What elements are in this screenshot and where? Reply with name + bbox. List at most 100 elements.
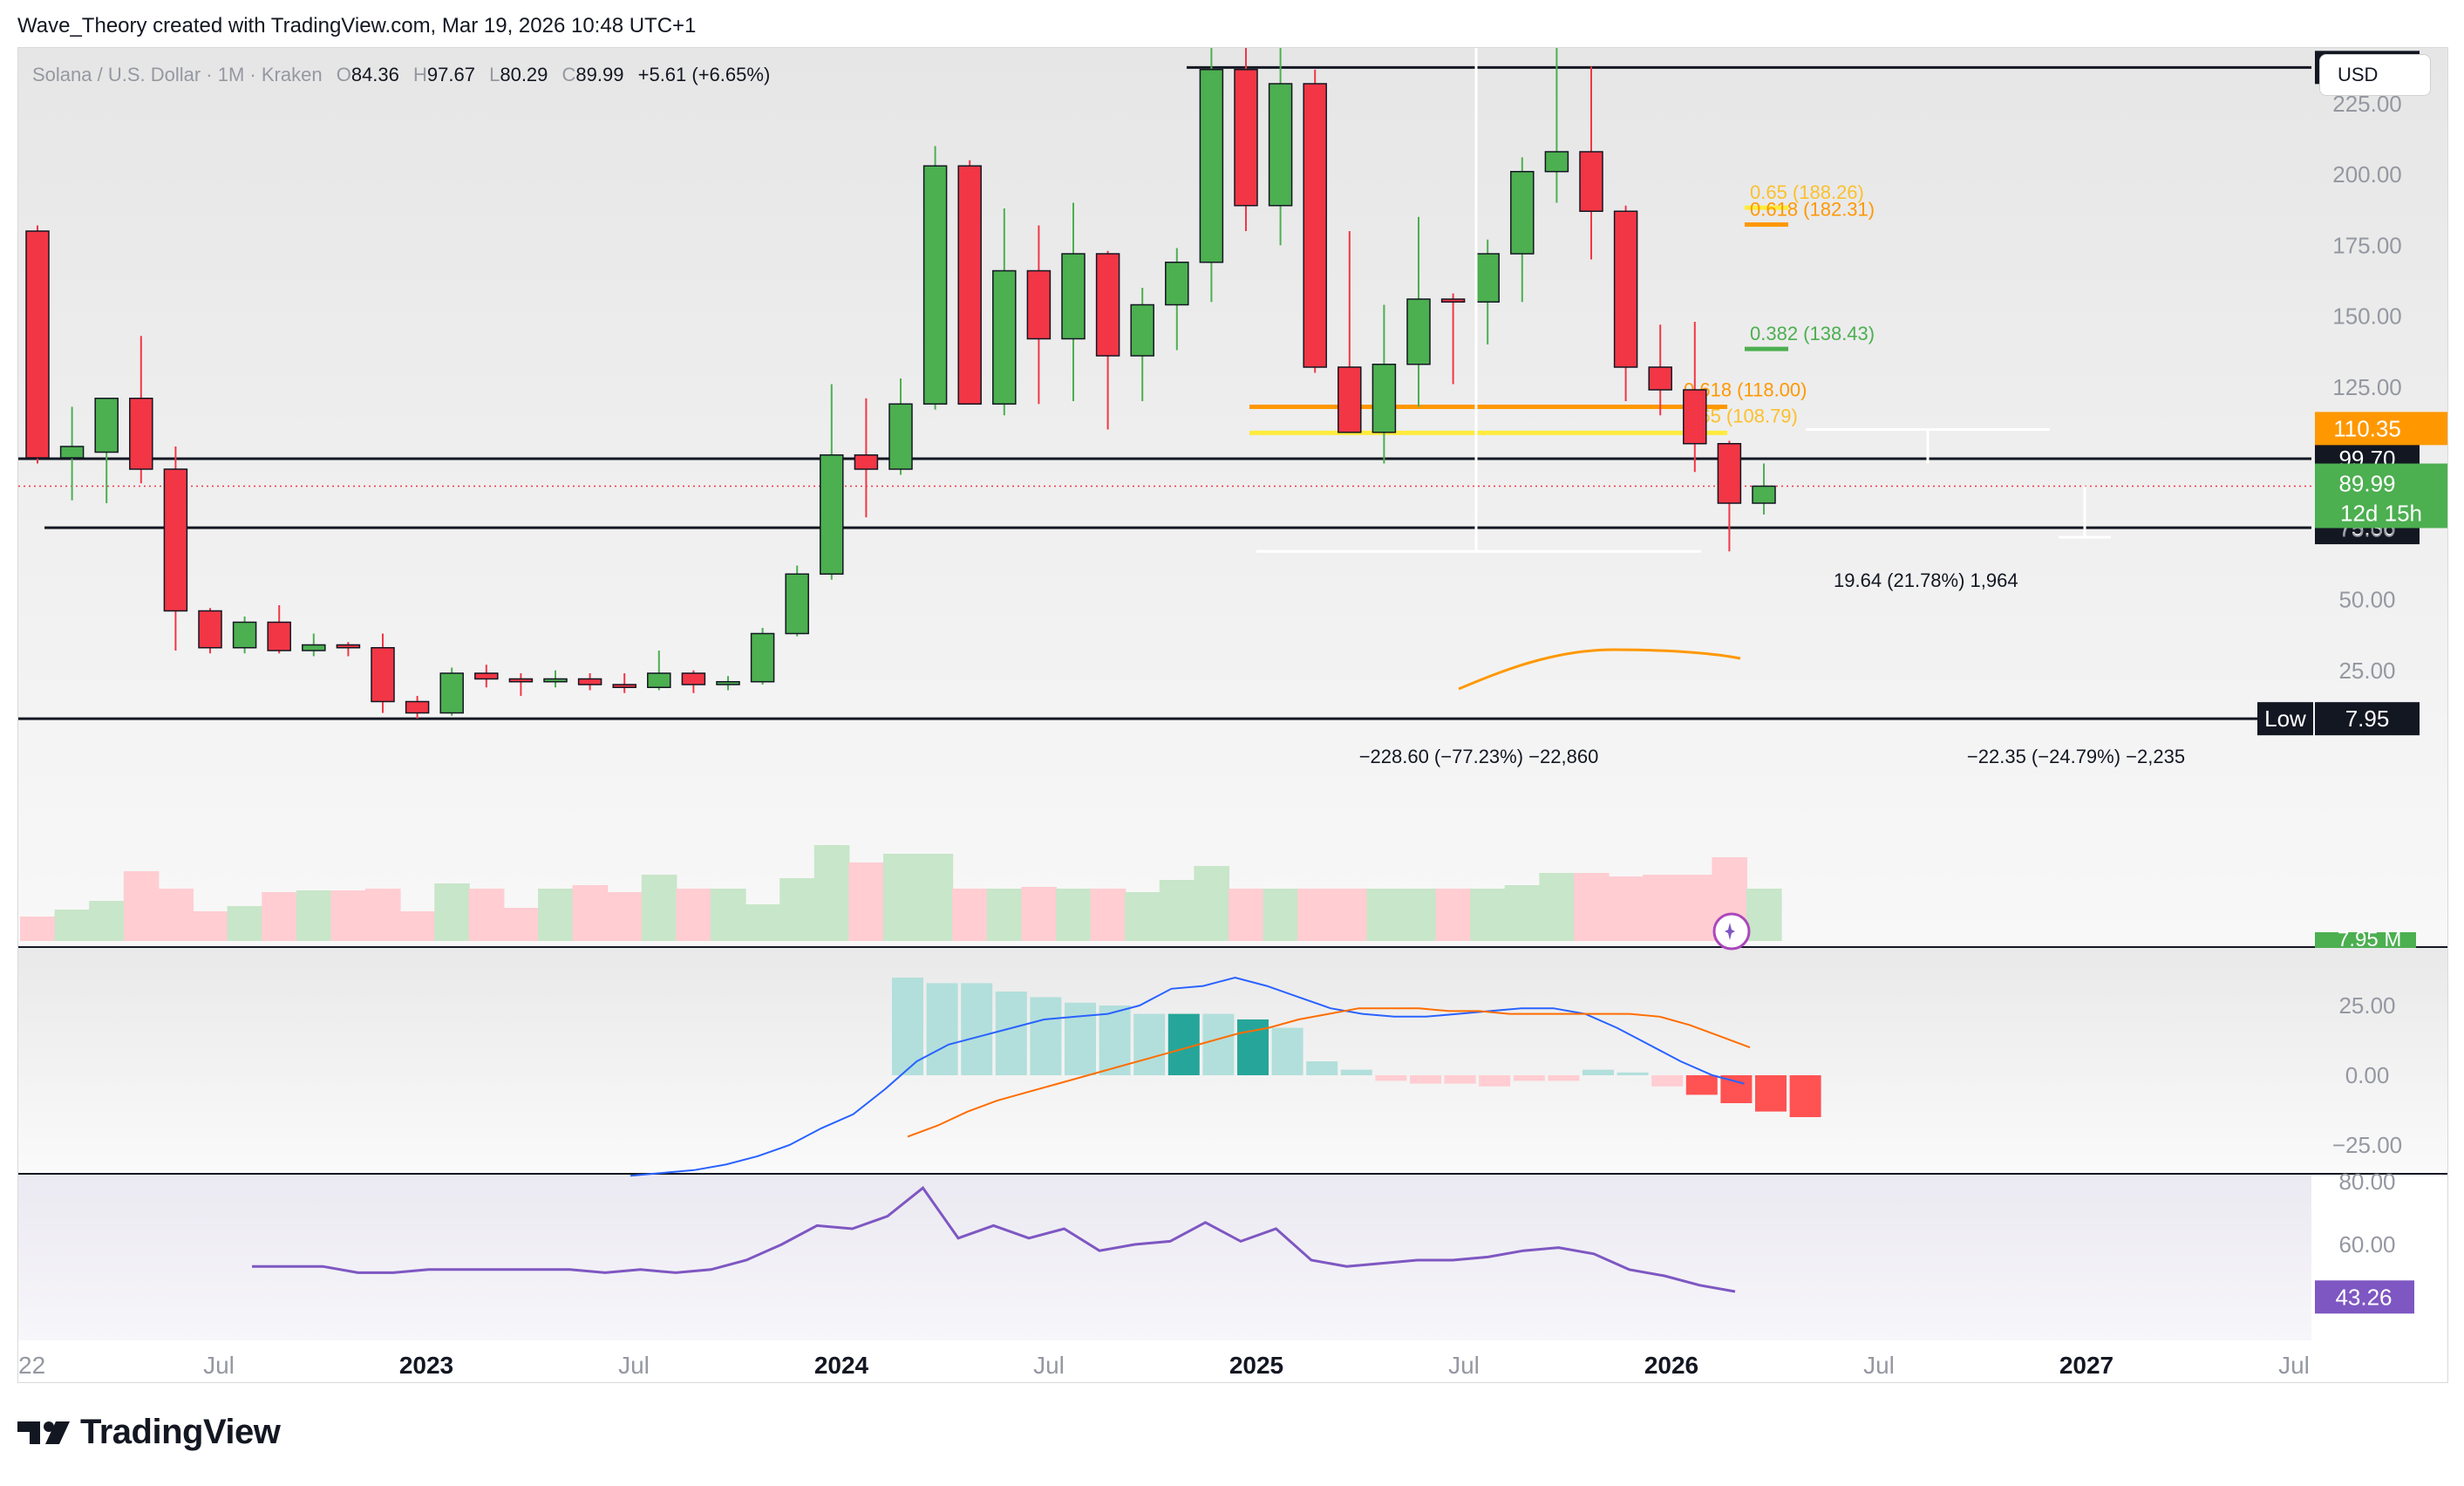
- macd-histogram-bar: [1410, 1075, 1441, 1084]
- x-tick-label: Jul: [1448, 1352, 1480, 1379]
- candle-body: [888, 403, 913, 470]
- candle-body: [302, 644, 326, 651]
- macd-tick-label: 25.00: [2338, 992, 2395, 1019]
- tradingview-logo: TradingView: [17, 1413, 281, 1452]
- rsi-tick-label: 80.00: [2338, 1169, 2395, 1195]
- volume-bar: [1125, 892, 1161, 941]
- volume-bar: [641, 875, 677, 941]
- macd-histogram-bar: [1444, 1075, 1476, 1084]
- volume-bar: [1021, 887, 1057, 941]
- tradingview-logo-icon: [17, 1421, 70, 1444]
- macd-histogram-bar: [1375, 1075, 1407, 1081]
- candle-body: [750, 632, 775, 683]
- candle-body: [336, 644, 361, 649]
- macd-histogram-bar: [1755, 1075, 1787, 1112]
- macd-histogram-bar: [1479, 1075, 1511, 1087]
- candle-body: [647, 672, 671, 688]
- volume-bar: [503, 908, 539, 941]
- last-price-tag-bg: [2315, 463, 2447, 528]
- candle-body: [1338, 366, 1362, 433]
- volume-bar: [1263, 889, 1299, 941]
- macd-histogram-bar: [1306, 1061, 1338, 1075]
- volume-bar: [1574, 873, 1610, 941]
- x-tick-label: 22: [18, 1352, 45, 1379]
- y-tick-label: 150.00: [2332, 303, 2402, 330]
- level-tag: Low: [2264, 706, 2306, 732]
- chart-caption: Wave_Theory created with TradingView.com…: [17, 14, 697, 37]
- volume-bar: [779, 878, 815, 941]
- candle-body: [25, 230, 50, 459]
- volume-bar: [917, 854, 954, 941]
- candle-body: [1648, 366, 1672, 391]
- candle-body: [1717, 443, 1742, 504]
- volume-bar: [227, 906, 263, 941]
- x-tick-label: Jul: [618, 1352, 650, 1379]
- candle-body: [371, 647, 395, 703]
- volume-area: [20, 845, 1782, 941]
- candle-body: [405, 700, 430, 714]
- volume-bar: [1504, 885, 1541, 941]
- measure-label: −228.60 (−77.23%) −22,860: [1359, 746, 1599, 767]
- candle-body: [716, 681, 740, 685]
- volume-bar: [262, 892, 297, 941]
- level-label: 7.95: [2345, 706, 2390, 732]
- ema-tag-bg: [2315, 412, 2447, 446]
- time-axis[interactable]: 22 Jul 2023 Jul 2024 Jul 2025 Jul 2026 Jul 2027 Jul: [18, 1352, 2310, 1379]
- macd-histogram-bar: [961, 983, 993, 1075]
- macd-histogram-bar: [1099, 1005, 1131, 1075]
- candlestick-series: [25, 48, 1776, 719]
- volume-bar: [883, 854, 919, 941]
- level-label-bg: [2315, 702, 2420, 736]
- close-value: 89.99: [575, 64, 623, 85]
- bar-countdown: 12d 15h: [2340, 501, 2422, 527]
- fib-label: 0.382 (138.43): [1750, 323, 1875, 344]
- fib-label: 0.65 (188.26): [1750, 181, 1864, 203]
- volume-bar: [952, 889, 988, 941]
- ema-tag: 110.35: [2333, 415, 2401, 441]
- candle-body: [508, 678, 534, 683]
- brand-name: TradingView: [80, 1413, 281, 1451]
- candle-body: [163, 468, 188, 612]
- candle-body: [1613, 210, 1638, 368]
- volume-bar: [676, 889, 711, 941]
- volume-bar: [986, 889, 1023, 941]
- x-tick-label: 2024: [814, 1352, 869, 1379]
- macd-histogram-bar: [1720, 1075, 1753, 1103]
- currency-button[interactable]: USD: [2319, 54, 2431, 96]
- candle-body: [1475, 253, 1500, 303]
- candle-body: [1752, 485, 1776, 504]
- ema-line: [1458, 648, 1741, 691]
- volume-bar: [711, 889, 746, 941]
- macd-histogram-bar: [1340, 1069, 1372, 1075]
- macd-histogram-bar: [1548, 1075, 1580, 1081]
- y-tick-label: 175.00: [2332, 232, 2402, 258]
- macd-histogram-bar: [1583, 1069, 1614, 1075]
- macd-signal-line: [907, 1007, 1751, 1138]
- y-tick-label: 125.00: [2332, 374, 2402, 400]
- measure-label: 19.64 (21.78%) 1,964: [1834, 569, 2018, 591]
- sparkle-icon[interactable]: [1712, 912, 1751, 951]
- candle-body: [1268, 83, 1293, 207]
- volume-bar: [434, 883, 470, 941]
- candle-body: [1095, 253, 1120, 357]
- high-value: 97.67: [427, 64, 475, 85]
- candle-body: [59, 446, 85, 459]
- volume-bar: [813, 845, 850, 941]
- candle-body: [1440, 298, 1466, 303]
- volume-bar: [1746, 889, 1782, 941]
- volume-bar: [1643, 875, 1678, 941]
- macd-histogram-bar: [1513, 1075, 1545, 1081]
- volume-bar: [193, 911, 228, 941]
- close-label: C: [562, 64, 576, 85]
- x-tick-label: 2026: [1644, 1352, 1698, 1379]
- low-value: 80.29: [500, 64, 548, 85]
- volume-bar: [1297, 889, 1333, 941]
- volume-bar: [399, 911, 436, 941]
- candle-body: [439, 672, 464, 714]
- candle-body: [1579, 151, 1603, 212]
- candle-body: [612, 684, 636, 688]
- macd-histogram-bar: [1651, 1075, 1684, 1087]
- candle-body: [1303, 83, 1327, 368]
